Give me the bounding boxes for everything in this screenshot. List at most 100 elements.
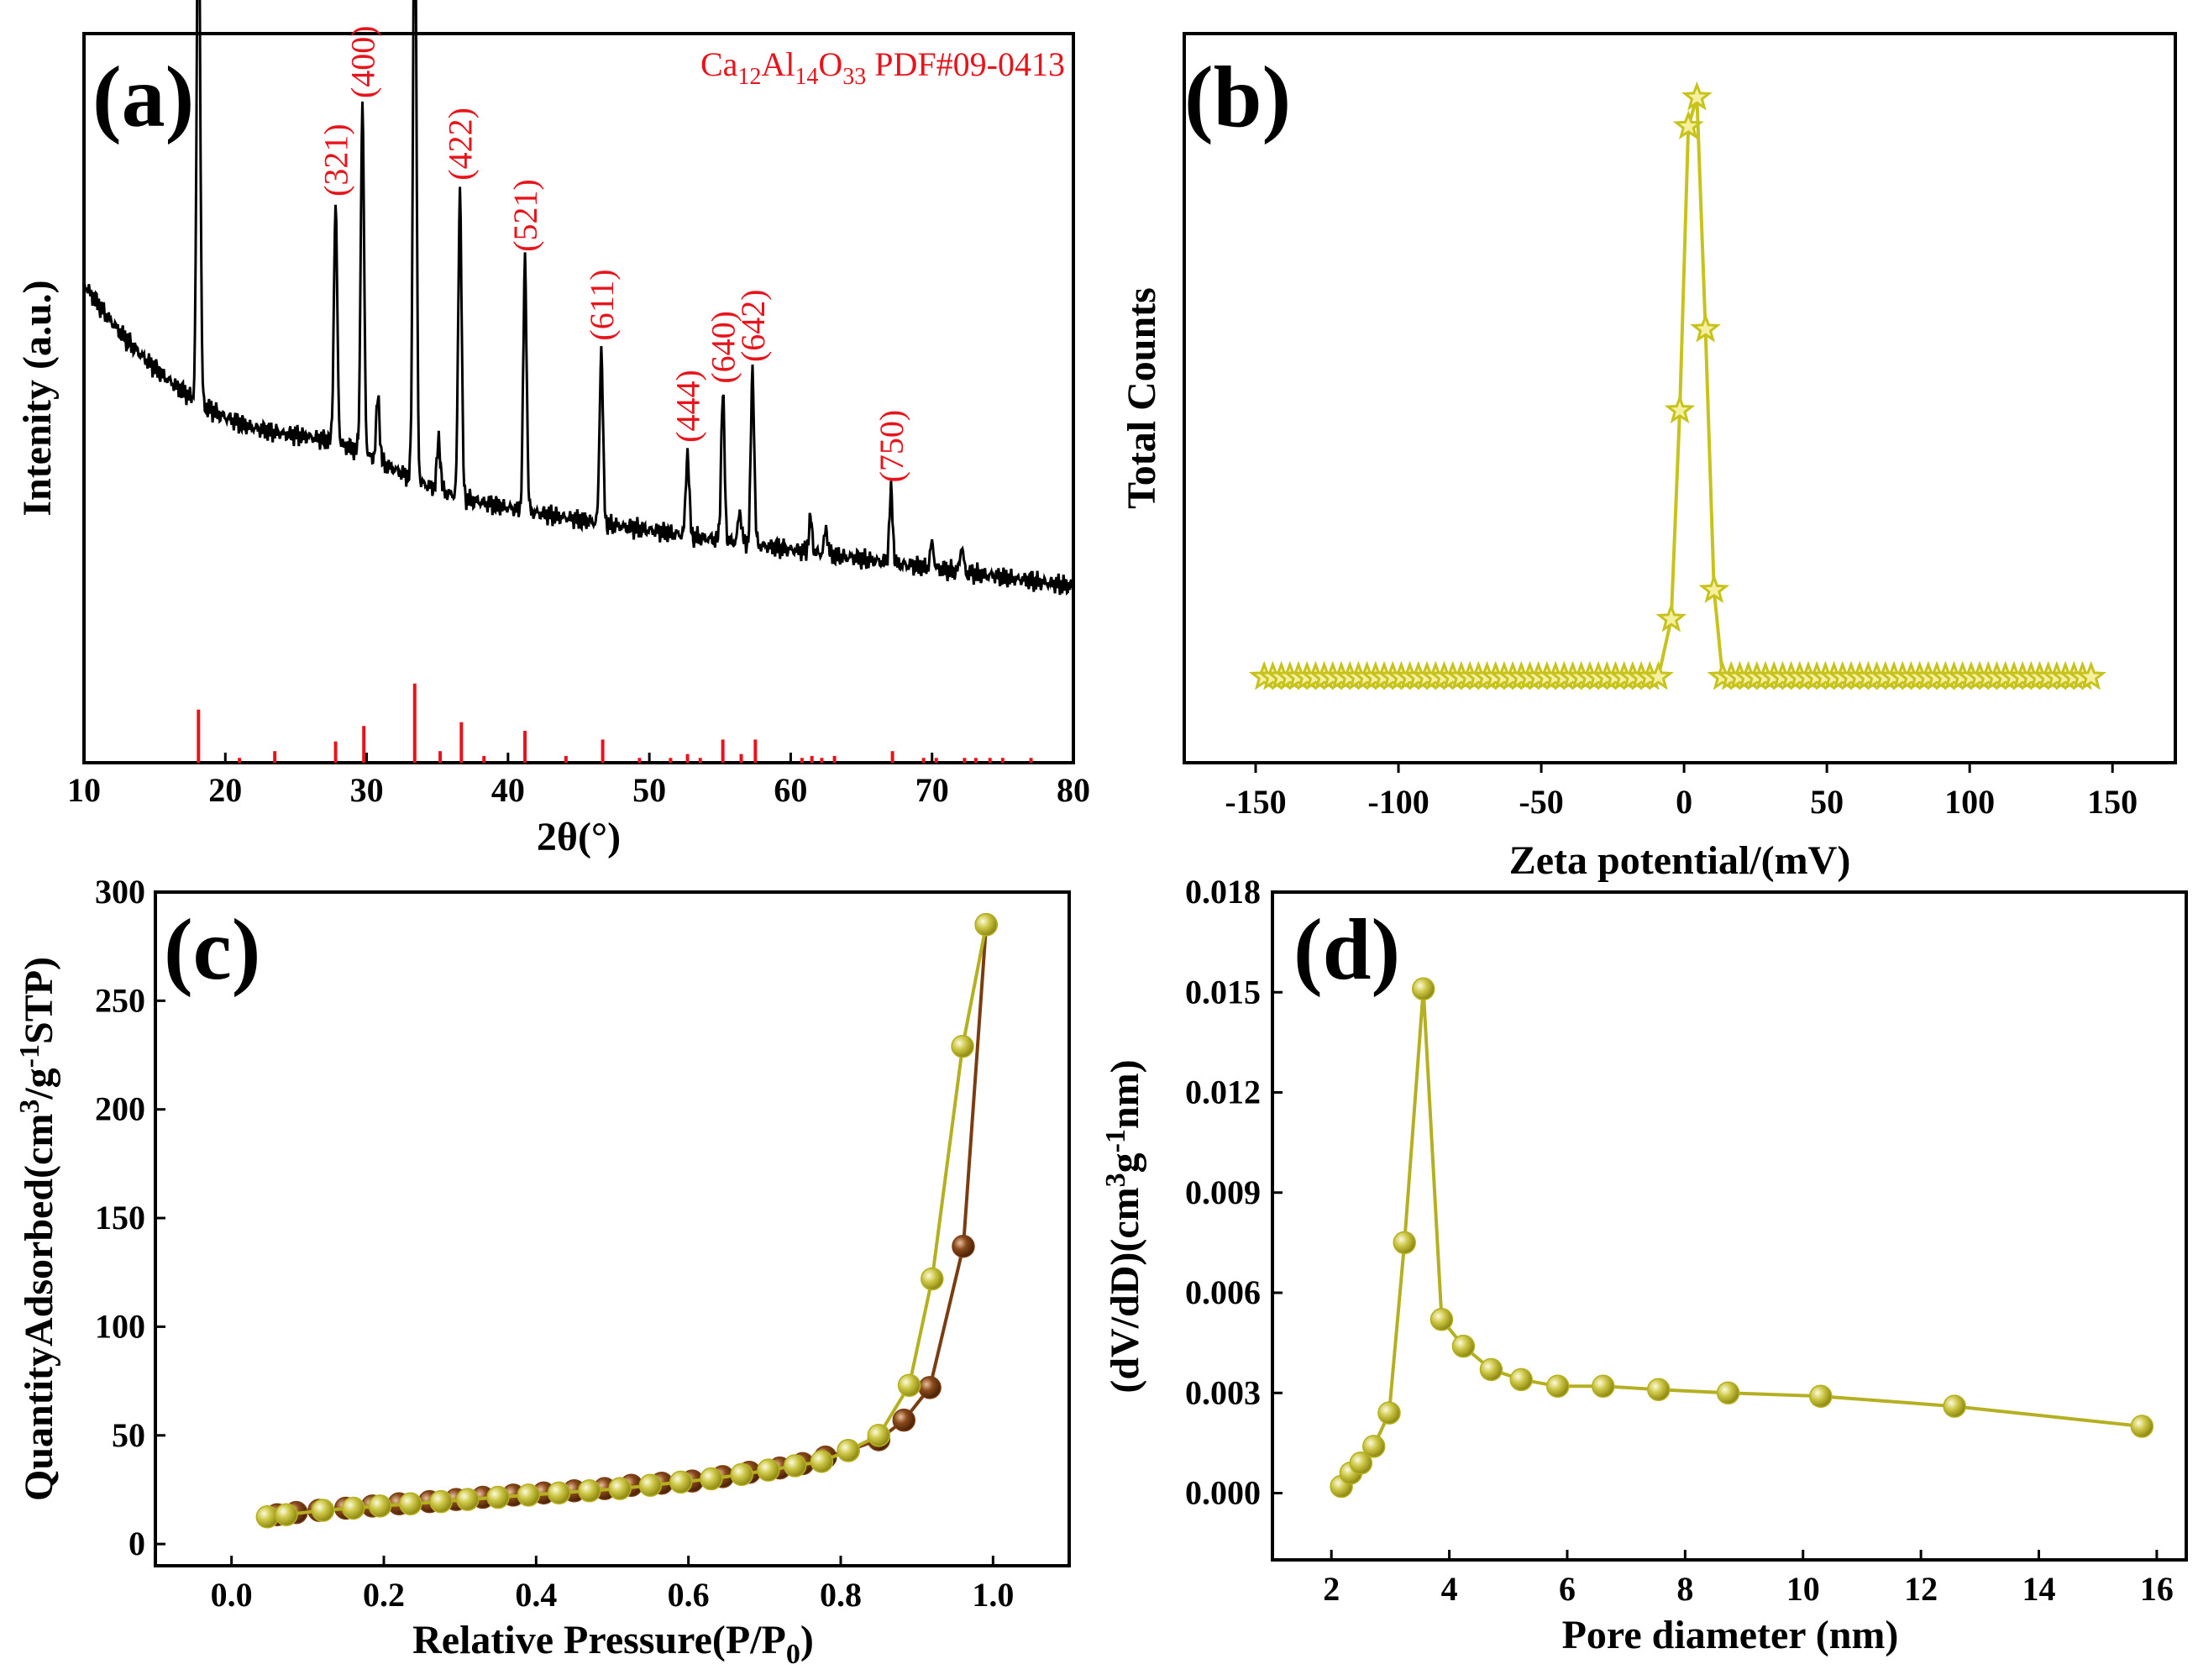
panel-a-x-ticks: 10 20 30 40 50 60 70 80 bbox=[67, 753, 1090, 809]
pore-point-2 bbox=[1349, 1451, 1373, 1475]
adsorption-point-24 bbox=[951, 1034, 974, 1058]
zeta-marker-49 bbox=[1672, 110, 1704, 140]
panel-c-x-tick-label-1: 0.2 bbox=[363, 1576, 405, 1614]
panel-d-x-tick-label-7: 16 bbox=[2140, 1570, 2174, 1608]
panel-b-x-tick-label-5: 100 bbox=[1944, 783, 1995, 821]
zeta-marker-50 bbox=[1681, 81, 1713, 111]
adsorption-point-21 bbox=[867, 1424, 891, 1447]
zeta-distribution-line bbox=[1264, 97, 2091, 679]
panel-c-x-tick-label-4: 0.8 bbox=[820, 1576, 862, 1614]
panel-b-y-axis-title: Total Counts bbox=[1120, 287, 1164, 509]
panel-c-y-tick-label-6: 300 bbox=[95, 873, 145, 911]
panel-c-label: (c) bbox=[164, 901, 260, 998]
peak-label-12: (642) bbox=[734, 289, 772, 362]
zeta-marker-47 bbox=[1655, 602, 1687, 633]
panel-d-y-tick-label-3: 0.009 bbox=[1185, 1173, 1261, 1211]
pore-point-16 bbox=[1943, 1394, 1966, 1418]
peak-label-7: (521) bbox=[506, 179, 544, 252]
panel-b-x-tick-label-6: 150 bbox=[2087, 783, 2138, 821]
pore-point-15 bbox=[1809, 1384, 1833, 1408]
panel-b-x-ticks: -150 -100 -50 0 50 100 150 bbox=[1225, 763, 2138, 821]
panel-c-y-tick-label-2: 100 bbox=[95, 1307, 145, 1345]
panel-d-x-tick-label-6: 14 bbox=[2022, 1570, 2056, 1608]
adsorption-point-20 bbox=[837, 1439, 860, 1462]
panel-c-x-axis-title: Relative Pressure(P/P0) bbox=[412, 1618, 814, 1670]
panel-d-y-tick-label-6: 0.018 bbox=[1185, 873, 1261, 911]
panel-c-y-tick-label-5: 250 bbox=[95, 981, 145, 1019]
zeta-markers bbox=[1248, 81, 2106, 690]
panel-d-y-axis-title: (dV/dD)(cm3g-1nm) bbox=[1100, 1059, 1147, 1393]
peak-label-15: (750) bbox=[873, 410, 910, 483]
desorption-point-1 bbox=[952, 1234, 975, 1258]
adsorption-point-15 bbox=[700, 1467, 723, 1491]
panel-d-x-tick-label-3: 8 bbox=[1676, 1570, 1693, 1608]
panel-d-x-tick-label-1: 4 bbox=[1441, 1570, 1458, 1608]
panel-c-y-tick-label-0: 0 bbox=[129, 1525, 145, 1562]
pore-point-17 bbox=[2130, 1415, 2154, 1438]
pore-point-9 bbox=[1479, 1357, 1503, 1382]
adsorption-point-8 bbox=[486, 1485, 510, 1509]
reference-legend-label: Ca12Al14O33 PDF#09-0413 bbox=[700, 45, 1065, 90]
adsorption-point-3 bbox=[341, 1496, 365, 1520]
xrd-pattern-line bbox=[82, 0, 1075, 596]
panel-b-x-axis-title: Zeta potential/(mV) bbox=[1509, 838, 1851, 883]
panel-c-frame bbox=[154, 890, 1071, 1567]
panel-b-x-tick-label-2: -50 bbox=[1519, 783, 1563, 821]
panel-d-x-axis-title: Pore diameter (nm) bbox=[1562, 1613, 1899, 1657]
adsorption-point-9 bbox=[517, 1483, 541, 1507]
panel-d-y-tick-label-0: 0.000 bbox=[1185, 1474, 1261, 1512]
panel-c-y-tick-label-3: 150 bbox=[95, 1199, 145, 1236]
panel-d-x-tick-label-4: 10 bbox=[1786, 1570, 1820, 1608]
adsorption-point-17 bbox=[757, 1458, 780, 1482]
adsorption-point-11 bbox=[578, 1478, 601, 1503]
panel-d-frame bbox=[1271, 890, 2188, 1562]
panel-a-label: (a) bbox=[92, 49, 194, 145]
adsorption-point-1 bbox=[275, 1503, 298, 1526]
panel-d-y-tick-label-2: 0.006 bbox=[1185, 1273, 1261, 1311]
pore-point-5 bbox=[1393, 1231, 1416, 1255]
adsorption-point-0 bbox=[255, 1505, 280, 1529]
panel-a-x-tick-label-5: 60 bbox=[774, 771, 807, 809]
panel-b-x-tick-label-1: -100 bbox=[1367, 783, 1429, 821]
panel-c-y-tick-label-4: 200 bbox=[95, 1090, 145, 1128]
panel-c-x-ticks: 0.0 0.2 0.4 0.6 0.8 1.0 bbox=[211, 1556, 1014, 1614]
adsorption-point-12 bbox=[608, 1477, 632, 1500]
peak-label-1: (321) bbox=[317, 123, 355, 197]
pore-point-14 bbox=[1716, 1381, 1740, 1404]
peak-label-9: (444) bbox=[669, 370, 707, 443]
panel-b-frame bbox=[1183, 32, 2177, 764]
panel-a-x-tick-label-7: 80 bbox=[1057, 771, 1090, 809]
zeta-marker-46 bbox=[1643, 660, 1674, 690]
panel-c-y-ticks: 0 50 100 150 200 250 300 bbox=[95, 873, 165, 1562]
adsorption-point-16 bbox=[730, 1462, 753, 1487]
panel-c-y-axis-title: QuantityAdsorbed(cm3/g-1STP) bbox=[14, 957, 61, 1501]
peak-label-8: (611) bbox=[583, 269, 621, 340]
panel-c-y-tick-label-1: 50 bbox=[112, 1416, 145, 1454]
adsorption-point-10 bbox=[547, 1481, 571, 1505]
adsorption-point-22 bbox=[897, 1373, 921, 1398]
pore-point-12 bbox=[1592, 1374, 1615, 1399]
panel-b-label: (b) bbox=[1184, 49, 1291, 145]
panel-a: (a) Ca12Al14O33 PDF#09-0413 (211)(321)(4… bbox=[15, 0, 1090, 859]
panel-a-x-tick-label-4: 50 bbox=[632, 771, 666, 809]
panel-a-x-tick-label-3: 40 bbox=[491, 771, 525, 809]
peak-labels: (211)(321)(400)(420)(422)(521)(611)(444)… bbox=[317, 25, 910, 483]
pore-distribution-series bbox=[1330, 977, 2154, 1499]
panel-d-x-tick-label-0: 2 bbox=[1323, 1570, 1340, 1608]
panel-d-x-tick-label-5: 12 bbox=[1904, 1570, 1938, 1608]
panel-a-y-axis-title: Intenity (a.u.) bbox=[15, 280, 60, 516]
pore-point-8 bbox=[1451, 1334, 1476, 1358]
panel-d-y-tick-label-4: 0.012 bbox=[1185, 1074, 1261, 1111]
panel-d-y-tick-label-1: 0.003 bbox=[1185, 1373, 1261, 1411]
panel-b: (b) -150 -100 -50 0 50 100 150 Zeta potential/… bbox=[1120, 32, 2177, 883]
peak-label-6: (422) bbox=[442, 108, 480, 181]
panel-d-label: (d) bbox=[1293, 901, 1400, 998]
pore-point-4 bbox=[1377, 1401, 1401, 1425]
pore-point-10 bbox=[1509, 1368, 1533, 1392]
adsorption-point-2 bbox=[311, 1499, 335, 1522]
panel-c-x-tick-label-5: 1.0 bbox=[972, 1576, 1014, 1614]
peak-label-10: (640) bbox=[705, 311, 742, 384]
adsorption-point-6 bbox=[429, 1489, 453, 1514]
panel-a-x-tick-label-2: 30 bbox=[350, 771, 384, 809]
